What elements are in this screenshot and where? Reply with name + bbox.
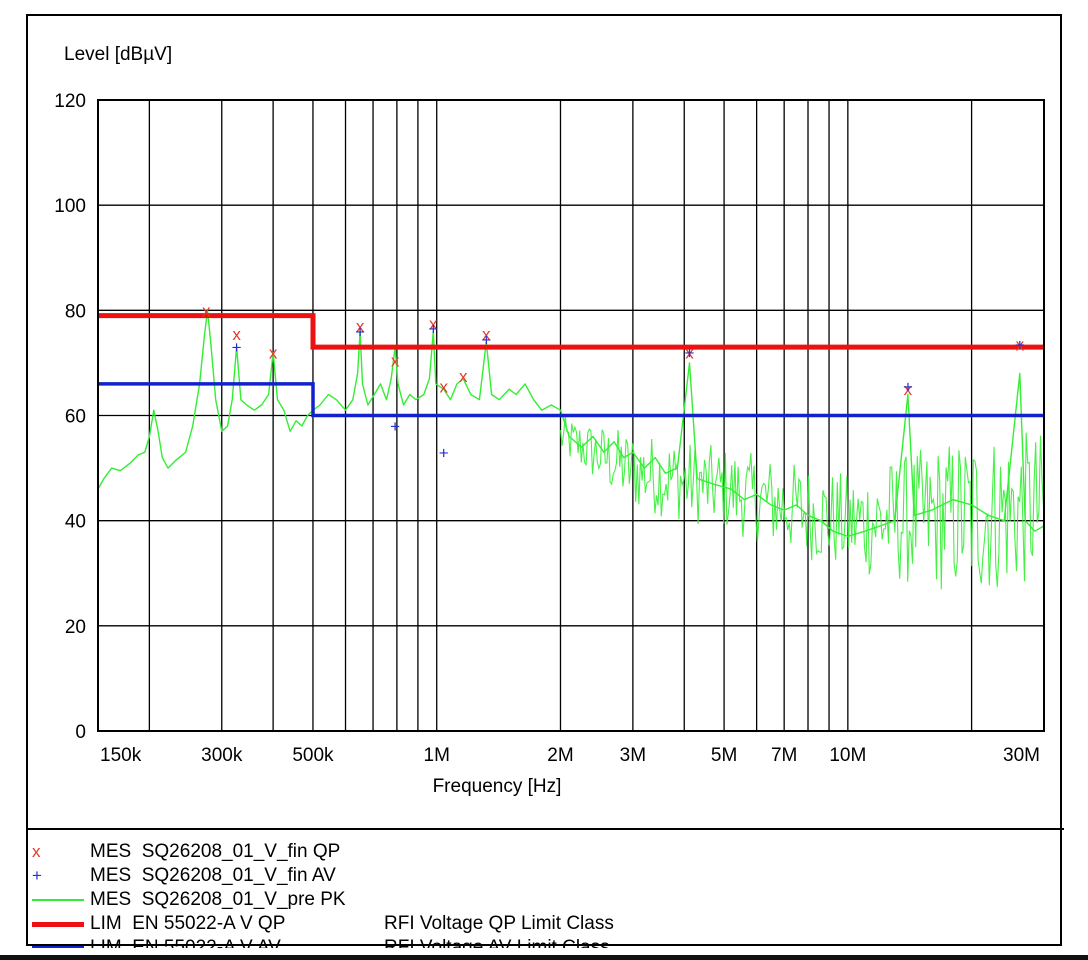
y-tick-labels: 0 20 40 60 80 100 120 [54, 91, 86, 743]
legend-label: LIM EN 55022-A V QP [90, 913, 286, 934]
y-tick-label: 40 [65, 512, 86, 533]
av-marker: + [355, 322, 365, 341]
legend-symbol [32, 888, 84, 912]
chart-frame: Level [dBµV] Frequency [Hz] 0 20 40 60 80 100… [26, 14, 1064, 948]
av-limit-line [98, 382, 1044, 418]
pk-trace [98, 309, 1044, 538]
qp-marker: x [482, 325, 491, 344]
av-marker: + [685, 343, 695, 362]
qp-marker: x [685, 343, 694, 362]
legend-symbol [32, 936, 84, 948]
y-tick-label: 0 [75, 722, 86, 743]
legend-line-swatch [32, 945, 84, 948]
qp-marker: x [202, 301, 211, 320]
av-marker: + [232, 338, 242, 357]
y-axis-label: Level [dBµV] [64, 44, 172, 65]
qp-marker: x [356, 317, 365, 336]
emc-chart: Level [dBµV] Frequency [Hz] 0 20 40 60 80 100… [54, 44, 1045, 797]
x-tick-label: 7M [771, 745, 797, 766]
legend-description: RFI Voltage AV Limit Class [384, 937, 610, 948]
av-marker: + [481, 330, 491, 349]
x-tick-label: 1M [424, 745, 450, 766]
x-axis-label: Frequency [Hz] [433, 776, 562, 797]
av-marker: + [903, 378, 913, 397]
x-tick-label: 150k [100, 745, 142, 766]
qp-limit-line [98, 313, 1044, 350]
x-tick-label: 2M [547, 745, 573, 766]
qp-marker: x [269, 343, 278, 362]
qp-marker: x [429, 314, 438, 333]
x-tick-labels: 150k 300k 500k 1M 2M 3M 5M 7M 10M 30M [100, 745, 1040, 766]
x-tick-label: 5M [711, 745, 737, 766]
y-tick-label: 20 [65, 617, 86, 638]
legend-label: LIM EN 55022-A V AV [90, 937, 281, 948]
legend-label: MES SQ26208_01_V_fin AV [90, 865, 336, 886]
legend-symbol: x [32, 842, 41, 861]
qp-marker: x [904, 380, 913, 399]
av-marker: + [1015, 336, 1025, 355]
qp-marker: x [1016, 336, 1025, 355]
legend-line-swatch [32, 921, 84, 927]
qp-marker: x [439, 378, 448, 397]
y-tick-label: 120 [54, 91, 86, 112]
legend-line-swatch [32, 899, 84, 901]
legend-symbol: + [32, 866, 42, 885]
y-tick-label: 60 [65, 407, 86, 428]
x-tick-label: 10M [829, 745, 866, 766]
qp-marker: x [232, 325, 241, 344]
av-marker: + [390, 417, 400, 436]
x-tick-label: 500k [292, 745, 334, 766]
y-tick-label: 80 [65, 301, 86, 322]
legend-symbol [32, 912, 84, 936]
av-marker: + [428, 320, 438, 339]
qp-marker: x [391, 351, 400, 370]
x-tick-label: 300k [201, 745, 243, 766]
x-tick-label: 30M [1003, 745, 1040, 766]
plot-border [97, 99, 1045, 732]
legend-description: RFI Voltage QP Limit Class [384, 913, 614, 934]
pk-trace-noise [559, 416, 1044, 590]
bottom-edge [0, 955, 1088, 960]
legend-label: MES SQ26208_01_V_fin QP [90, 841, 341, 862]
legend: x MES SQ26208_01_V_fin QP + MES SQ26208_01_… [28, 828, 1064, 948]
x-tick-label: 3M [620, 745, 646, 766]
qp-marker: x [459, 367, 468, 386]
y-tick-label: 100 [54, 196, 86, 217]
av-marker: + [439, 443, 449, 462]
legend-label: MES SQ26208_01_V_pre PK [90, 889, 346, 910]
